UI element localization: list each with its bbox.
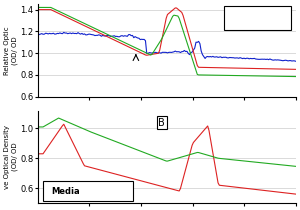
Text: B: B <box>158 118 165 128</box>
Text: Media: Media <box>51 188 80 196</box>
Y-axis label: ve Optical Density
(OD/ OD: ve Optical Density (OD/ OD <box>4 125 18 189</box>
FancyBboxPatch shape <box>224 6 291 30</box>
Y-axis label: Relative Optic
(OD/ OD: Relative Optic (OD/ OD <box>4 26 18 75</box>
FancyBboxPatch shape <box>43 181 133 201</box>
